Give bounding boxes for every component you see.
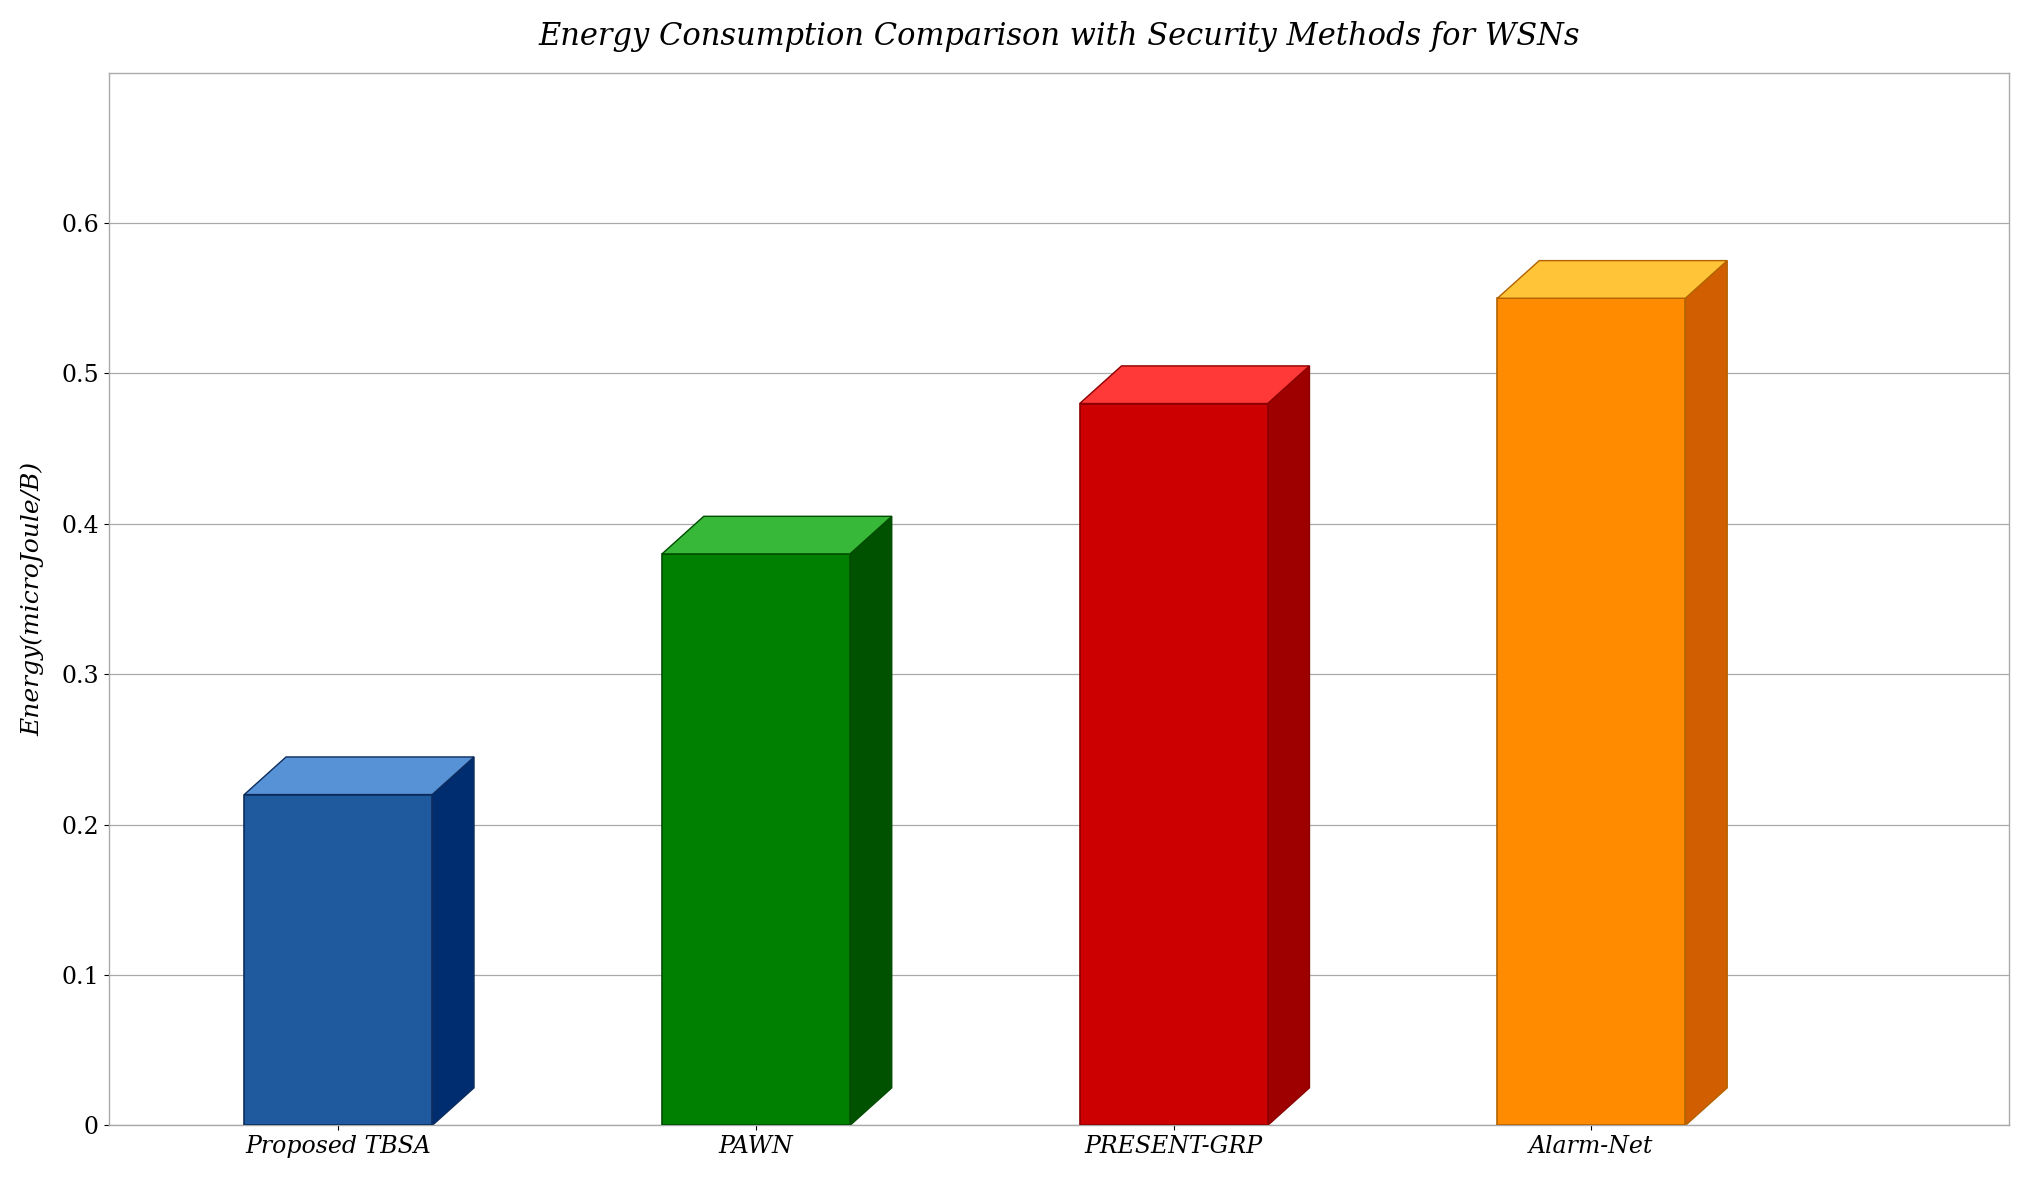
Bar: [662, 554, 851, 1126]
Polygon shape: [432, 757, 475, 1126]
Polygon shape: [244, 757, 475, 795]
Bar: [1498, 298, 1685, 1126]
Polygon shape: [1267, 365, 1309, 1126]
Polygon shape: [662, 516, 891, 554]
Polygon shape: [1498, 261, 1728, 298]
Polygon shape: [1080, 365, 1309, 403]
Polygon shape: [1685, 261, 1728, 1126]
Y-axis label: Energy(microJoule/B): Energy(microJoule/B): [20, 462, 45, 736]
Title: Energy Consumption Comparison with Security Methods for WSNs: Energy Consumption Comparison with Secur…: [538, 21, 1579, 52]
Polygon shape: [851, 516, 891, 1126]
Bar: [244, 795, 432, 1126]
Bar: [1080, 403, 1267, 1126]
